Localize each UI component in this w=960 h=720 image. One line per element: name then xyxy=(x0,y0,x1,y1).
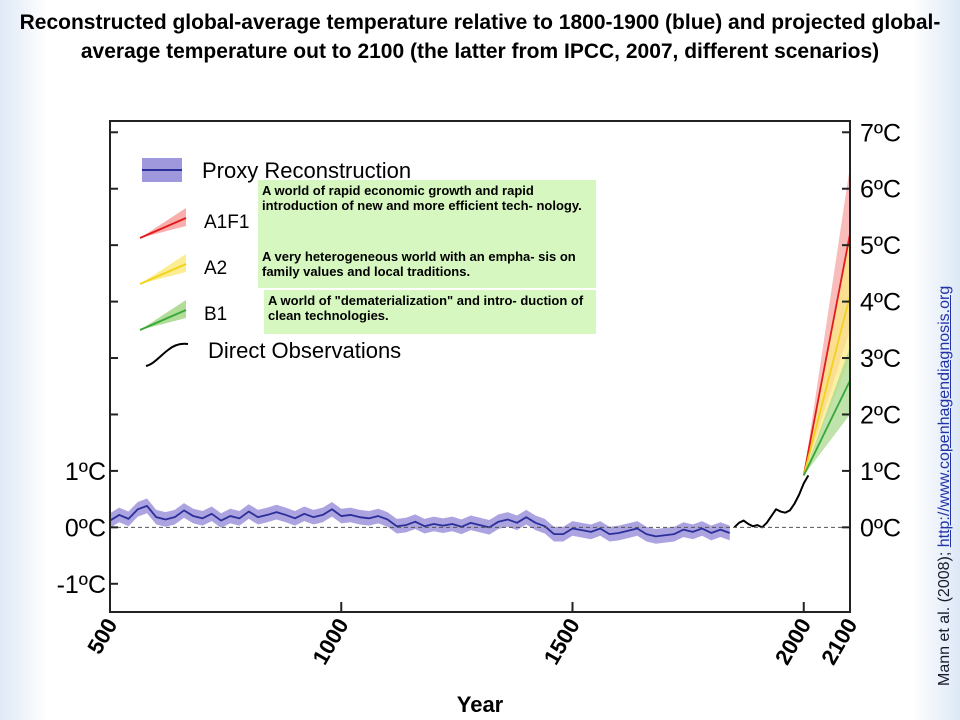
legend-a2-description-wrapper: A very heterogeneous world with an empha… xyxy=(262,249,576,279)
a1f1-line xyxy=(802,233,851,476)
legend-b1-line xyxy=(139,309,187,331)
x-tick-label: 2100 xyxy=(816,614,862,669)
legend-proxy-label: Proxy Reconstruction xyxy=(202,158,411,183)
legend-observations-line xyxy=(145,342,189,367)
legend-a1f1-line xyxy=(139,217,187,239)
legend-b1-band-swatch xyxy=(140,300,186,330)
credit-text: Mann et al. (2008); xyxy=(936,547,953,686)
credit-link[interactable]: http://www.copenhagendiagnosis.org xyxy=(936,285,953,548)
y-left-tick-label: 1ºC xyxy=(65,458,106,486)
legend-a1f1-description-box xyxy=(258,180,596,248)
y-right-tick-label: 5ºC xyxy=(860,232,901,260)
y-right-tick-label: 4ºC xyxy=(860,289,901,317)
b1-line xyxy=(802,380,851,476)
figure-panel: 500 1000 1500 2000 2100 Year 1ºC 0ºC -1ºC 7ºC 6ºC 5… xyxy=(50,94,912,720)
legend-a1f1-band-swatch xyxy=(140,208,186,238)
y-right-tick-label: 0ºC xyxy=(860,514,901,542)
y-left-tick-label: -1ºC xyxy=(57,571,106,599)
a1f1-projection-band xyxy=(803,166,850,476)
a2-line xyxy=(802,295,851,476)
legend-a1f1-description-wrapper: A world of rapid economic growth and rap… xyxy=(262,183,582,213)
legend-a1f1-label: A1F1 xyxy=(204,212,249,233)
legend-a2-line xyxy=(139,263,187,285)
plot-frame xyxy=(109,120,851,613)
x-tick-label: 500 xyxy=(82,614,122,658)
b1-projection-band xyxy=(803,346,850,476)
legend-a2-label: A2 xyxy=(204,258,227,279)
legend-a2-description-box xyxy=(258,246,596,288)
source-credit: Mann et al. (2008); http://www.copenhage… xyxy=(936,286,954,686)
x-tick-label: 1000 xyxy=(307,614,353,669)
y-right-tick-label: 1ºC xyxy=(860,458,901,486)
legend-a1f1-description: A world of rapid economic growth and rap… xyxy=(262,183,582,213)
slide-title: Reconstructed global-average temperature… xyxy=(19,11,941,63)
x-tick-label: 2000 xyxy=(770,614,816,669)
x-tick-label: 1500 xyxy=(539,614,585,669)
legend-b1-description: A world of "dematerialization" and intro… xyxy=(268,293,584,323)
y-right-tick-label: 6ºC xyxy=(860,176,901,204)
proxy-line xyxy=(109,504,731,538)
legend-a2-band-swatch xyxy=(140,254,186,284)
legend-b1-description-box xyxy=(264,290,596,334)
legend-b1-label: B1 xyxy=(204,304,227,325)
y-left-tick-label: 0ºC xyxy=(65,514,106,542)
observations-line xyxy=(733,474,810,529)
y-right-tick-label: 7ºC xyxy=(860,119,901,147)
temperature-chart: 500 1000 1500 2000 2100 Year 1ºC 0ºC -1ºC 7ºC 6ºC 5… xyxy=(57,119,902,717)
legend-a2-description: A very heterogeneous world with an empha… xyxy=(262,249,576,279)
x-axis-label: Year xyxy=(457,692,504,717)
legend-observations-label: Direct Observations xyxy=(208,338,401,363)
legend-b1-description-wrapper: A world of "dematerialization" and intro… xyxy=(268,293,584,323)
y-right-tick-label: 3ºC xyxy=(860,345,901,373)
proxy-uncertainty-band xyxy=(110,498,730,544)
y-right-tick-label: 2ºC xyxy=(860,401,901,429)
